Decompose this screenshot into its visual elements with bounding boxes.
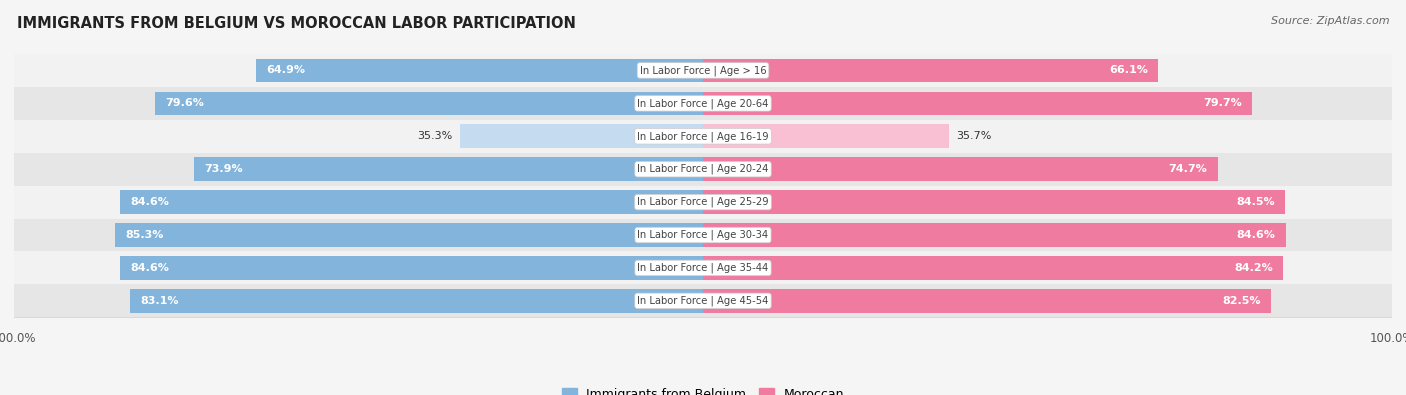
Text: 82.5%: 82.5% (1223, 296, 1261, 306)
Text: In Labor Force | Age 20-24: In Labor Force | Age 20-24 (637, 164, 769, 175)
Bar (703, 256, 1284, 280)
Text: Source: ZipAtlas.com: Source: ZipAtlas.com (1271, 16, 1389, 26)
Text: 85.3%: 85.3% (125, 230, 165, 240)
Bar (14, 218, 1392, 252)
Bar (703, 157, 1218, 181)
Bar (14, 186, 1392, 218)
Bar (131, 289, 703, 313)
Bar (703, 58, 1159, 82)
Text: In Labor Force | Age 20-64: In Labor Force | Age 20-64 (637, 98, 769, 109)
Text: 35.3%: 35.3% (418, 131, 453, 141)
Text: 79.7%: 79.7% (1204, 98, 1241, 108)
Text: IMMIGRANTS FROM BELGIUM VS MOROCCAN LABOR PARTICIPATION: IMMIGRANTS FROM BELGIUM VS MOROCCAN LABO… (17, 16, 575, 31)
Bar (256, 58, 703, 82)
Text: In Labor Force | Age 45-54: In Labor Force | Age 45-54 (637, 295, 769, 306)
Text: 84.2%: 84.2% (1234, 263, 1272, 273)
Bar (120, 190, 703, 214)
Text: 74.7%: 74.7% (1168, 164, 1208, 174)
Text: In Labor Force | Age > 16: In Labor Force | Age > 16 (640, 65, 766, 76)
Legend: Immigrants from Belgium, Moroccan: Immigrants from Belgium, Moroccan (557, 383, 849, 395)
Bar (14, 120, 1392, 153)
Text: 83.1%: 83.1% (141, 296, 180, 306)
Bar (14, 252, 1392, 284)
Text: In Labor Force | Age 35-44: In Labor Force | Age 35-44 (637, 263, 769, 273)
Text: 73.9%: 73.9% (204, 164, 243, 174)
Bar (460, 124, 703, 148)
Text: 64.9%: 64.9% (266, 66, 305, 75)
Text: In Labor Force | Age 16-19: In Labor Force | Age 16-19 (637, 131, 769, 141)
Bar (115, 223, 703, 247)
Bar (703, 92, 1253, 115)
Text: 79.6%: 79.6% (165, 98, 204, 108)
Bar (703, 124, 949, 148)
Text: 84.5%: 84.5% (1236, 197, 1275, 207)
Text: 84.6%: 84.6% (131, 263, 169, 273)
Bar (703, 223, 1286, 247)
Text: In Labor Force | Age 30-34: In Labor Force | Age 30-34 (637, 230, 769, 240)
Text: In Labor Force | Age 25-29: In Labor Force | Age 25-29 (637, 197, 769, 207)
Bar (155, 92, 703, 115)
Text: 84.6%: 84.6% (131, 197, 169, 207)
Bar (194, 157, 703, 181)
Bar (14, 54, 1392, 87)
Bar (703, 190, 1285, 214)
Bar (14, 153, 1392, 186)
Bar (120, 256, 703, 280)
Text: 66.1%: 66.1% (1109, 66, 1149, 75)
Bar (14, 87, 1392, 120)
Text: 84.6%: 84.6% (1237, 230, 1275, 240)
Bar (703, 289, 1271, 313)
Bar (14, 284, 1392, 317)
Text: 35.7%: 35.7% (956, 131, 991, 141)
